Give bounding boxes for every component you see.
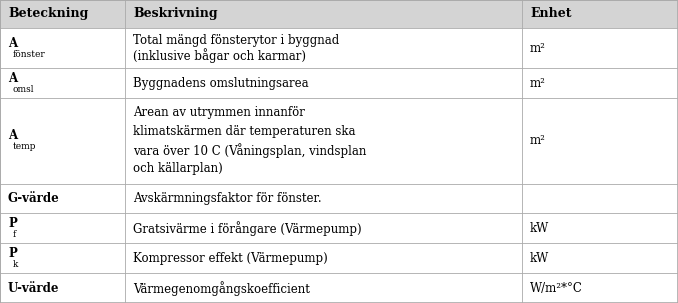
Text: Avskärmningsfaktor för fönster.: Avskärmningsfaktor för fönster. xyxy=(134,192,322,205)
Text: (inklusive bågar och karmar): (inklusive bågar och karmar) xyxy=(134,48,306,63)
Text: A: A xyxy=(8,36,17,49)
Text: Värmegenomgångskoefficient: Värmegenomgångskoefficient xyxy=(134,281,311,295)
Text: temp: temp xyxy=(12,142,36,151)
Bar xyxy=(0,184,678,213)
Bar xyxy=(0,28,678,68)
Bar xyxy=(0,68,678,98)
Bar xyxy=(0,98,678,184)
Text: vara över 10 C (Våningsplan, vindsplan: vara över 10 C (Våningsplan, vindsplan xyxy=(134,143,367,158)
Text: W/m²*°C: W/m²*°C xyxy=(530,281,583,295)
Text: G-värde: G-värde xyxy=(8,192,60,205)
Text: fönster: fönster xyxy=(12,49,45,58)
Text: m²: m² xyxy=(530,134,546,147)
Text: Total mängd fönsterytor i byggnad: Total mängd fönsterytor i byggnad xyxy=(134,34,340,47)
Text: kW: kW xyxy=(530,222,549,235)
Text: Kompressor effekt (Värmepump): Kompressor effekt (Värmepump) xyxy=(134,252,328,265)
Text: och källarplan): och källarplan) xyxy=(134,162,223,175)
Bar xyxy=(0,243,678,273)
Text: omsl: omsl xyxy=(12,85,34,94)
Text: kW: kW xyxy=(530,252,549,265)
Text: m²: m² xyxy=(530,42,546,55)
Text: klimatskärmen där temperaturen ska: klimatskärmen där temperaturen ska xyxy=(134,125,356,138)
Text: A: A xyxy=(8,129,17,142)
Text: m²: m² xyxy=(530,77,546,90)
Text: Byggnadens omslutningsarea: Byggnadens omslutningsarea xyxy=(134,77,309,90)
Text: f: f xyxy=(12,230,16,239)
Text: P: P xyxy=(8,217,17,230)
Text: U-värde: U-värde xyxy=(8,281,60,295)
Text: k: k xyxy=(12,260,18,269)
Bar xyxy=(0,273,678,303)
Bar xyxy=(0,213,678,243)
Text: Gratsivärme i förångare (Värmepump): Gratsivärme i förångare (Värmepump) xyxy=(134,221,362,236)
Text: Beteckning: Beteckning xyxy=(8,7,88,20)
Text: Enhet: Enhet xyxy=(530,7,572,20)
Bar xyxy=(0,0,678,28)
Text: Arean av utrymmen innanför: Arean av utrymmen innanför xyxy=(134,106,305,119)
Text: P: P xyxy=(8,247,17,260)
Text: Beskrivning: Beskrivning xyxy=(134,7,218,20)
Text: A: A xyxy=(8,72,17,85)
